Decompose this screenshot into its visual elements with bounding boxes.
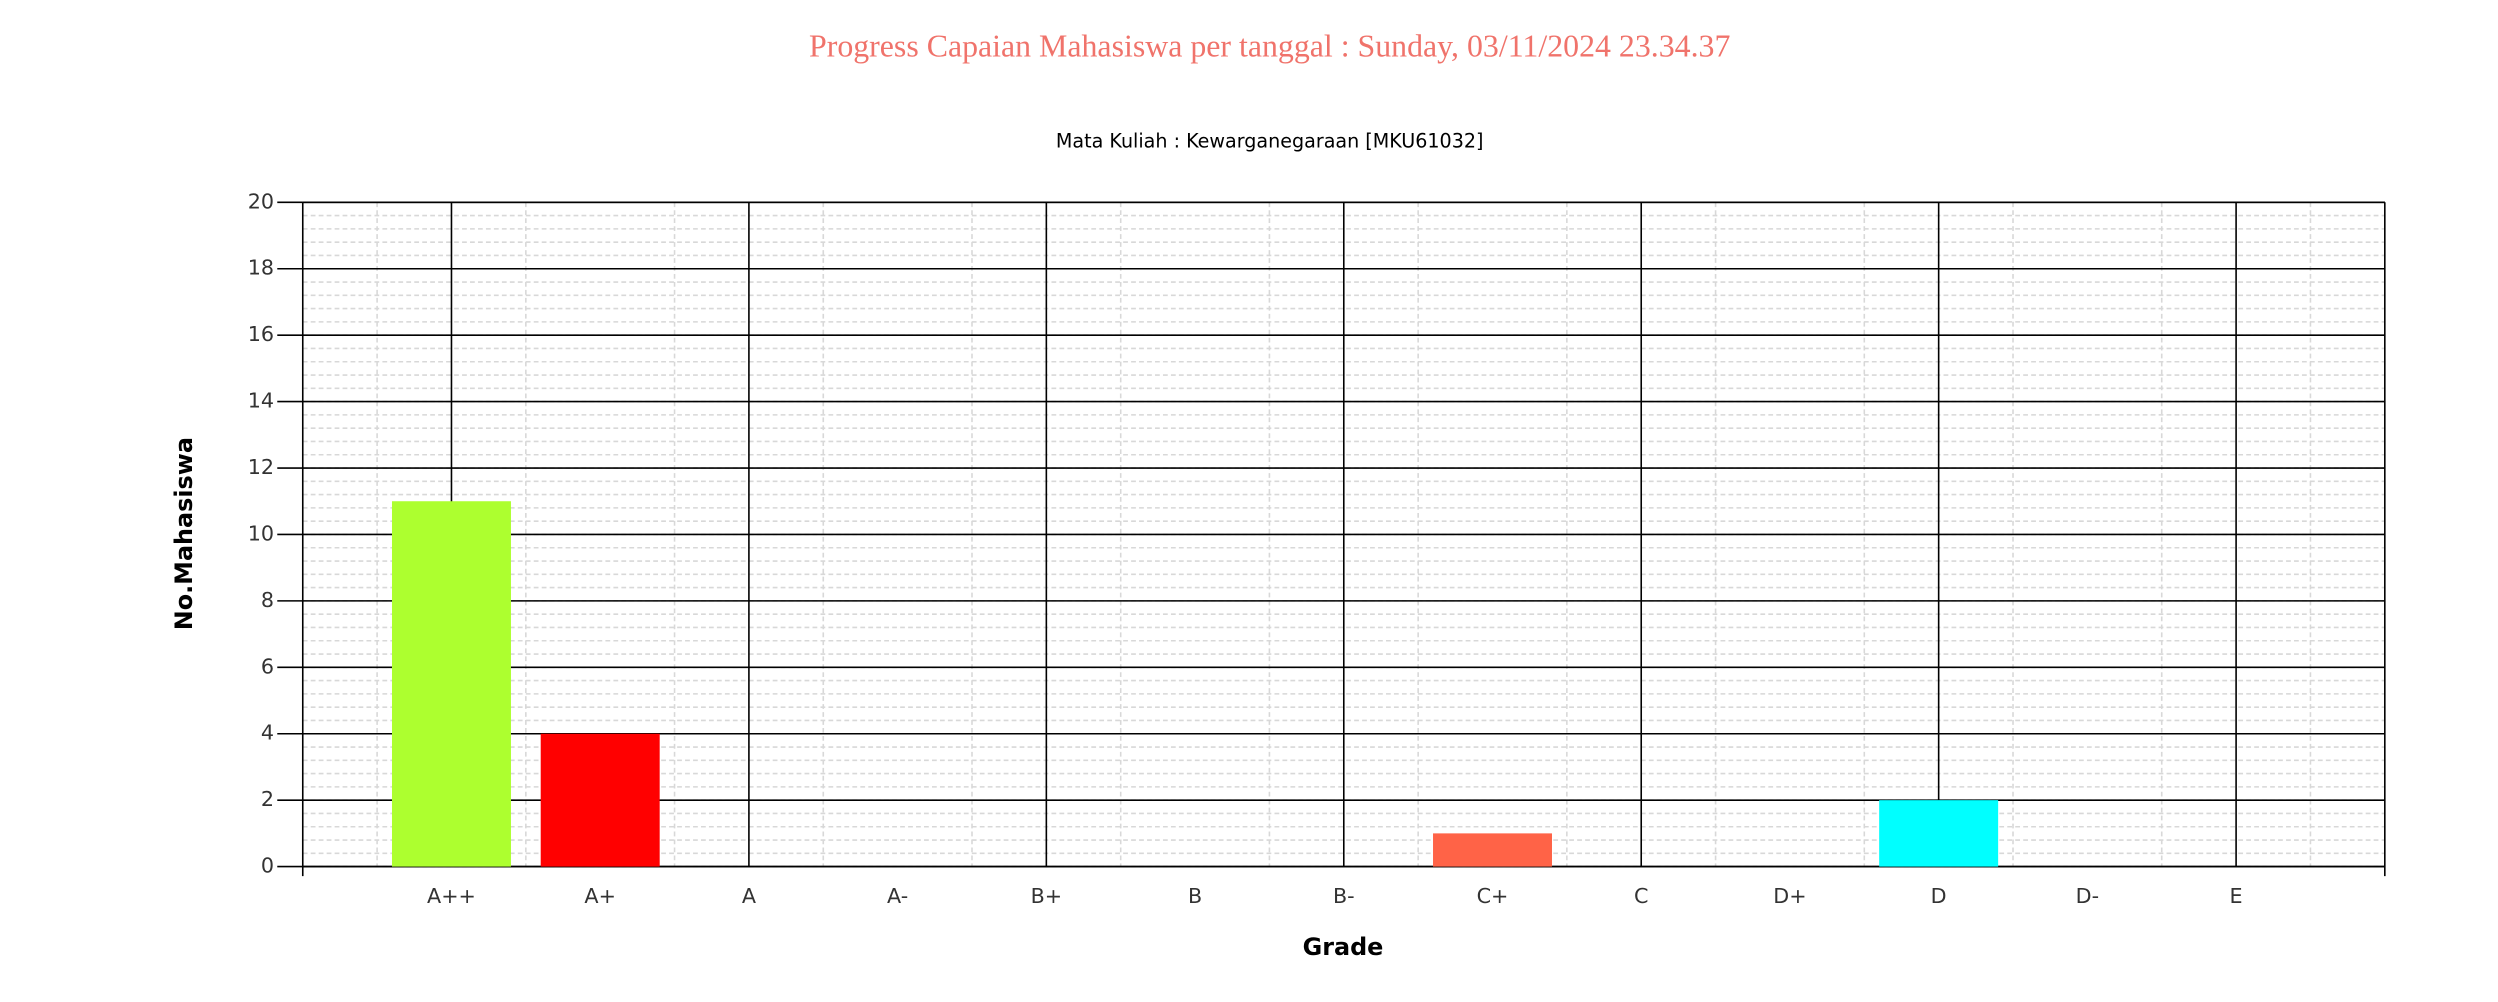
x-tick-label: C: [1634, 884, 1648, 908]
x-tick-label: A: [742, 884, 756, 908]
x-tick-label: A++: [427, 884, 476, 908]
y-tick-label: 20: [248, 189, 274, 213]
x-tick-label: E: [2230, 884, 2243, 908]
bar: [1433, 833, 1552, 867]
y-tick-label: 0: [261, 854, 274, 878]
x-tick-label: A-: [887, 884, 908, 908]
x-tick-label: D-: [2076, 884, 2099, 908]
bar: [540, 733, 660, 867]
y-tick-label: 4: [261, 721, 274, 745]
bar: [391, 501, 511, 867]
x-tick-label: D: [1931, 884, 1947, 908]
chart-title: Progress Capaian Mahasiswa per tanggal :…: [809, 29, 1730, 64]
x-tick-label: B+: [1031, 884, 1063, 908]
y-tick-label: 8: [261, 588, 274, 612]
chart-subtitle: Mata Kuliah : Kewarganegaraan [MKU61032]: [1056, 129, 1484, 152]
x-tick-label: C+: [1477, 884, 1509, 908]
x-axis-title: Grade: [1303, 933, 1384, 961]
y-tick-label: 2: [261, 787, 274, 811]
bar: [1879, 800, 1999, 867]
y-tick-label: 18: [248, 256, 274, 280]
x-tick-label: B-: [1333, 884, 1355, 908]
x-tick-label: D+: [1773, 884, 1806, 908]
x-tick-label: B: [1188, 884, 1202, 908]
y-tick-label: 12: [248, 455, 274, 479]
y-tick-label: 10: [248, 521, 274, 545]
x-tick-label: A+: [584, 884, 616, 908]
y-axis-title: No.Mahasiswa: [170, 437, 198, 630]
y-tick-label: 6: [261, 654, 274, 678]
y-tick-label: 14: [248, 389, 274, 413]
y-tick-label: 16: [248, 322, 274, 346]
